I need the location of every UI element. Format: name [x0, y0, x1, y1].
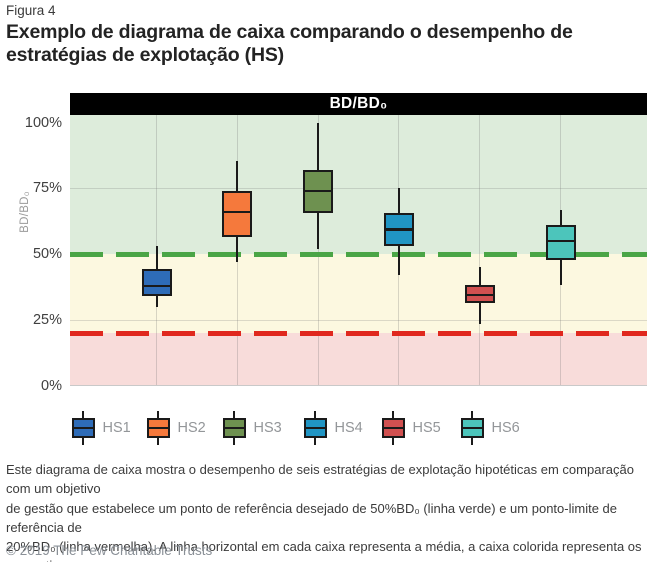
legend-median-line	[460, 426, 484, 430]
boxplot-HS1-box	[141, 268, 172, 297]
boxplot-HS5-box	[464, 284, 495, 304]
legend-item-HS3: HS3	[222, 410, 282, 446]
legend: HS1 HS2 HS3 HS4 HS5 HS6	[0, 410, 650, 450]
legend-item-HS4: HS4	[303, 410, 363, 446]
legend-whisker-bottom	[471, 438, 473, 445]
legend-item-HS1: HS1	[71, 410, 131, 446]
boxplot-HS6-median	[545, 239, 576, 243]
y-axis-label: BD/BD₀	[19, 191, 31, 233]
legend-label-HS5: HS5	[412, 420, 441, 436]
legend-median-line	[146, 426, 170, 430]
chart-title: BD/BD₀	[329, 95, 388, 112]
legend-label-HS3: HS3	[253, 420, 282, 436]
legend-median-line	[381, 426, 405, 430]
boxplot-HS4-median	[383, 228, 414, 231]
y-axis-ticks: 100% 75% 50% 25% 0%	[0, 114, 62, 394]
reference-line-20	[70, 330, 647, 336]
boxplot-HS1-median	[141, 284, 172, 288]
status-zone-2	[70, 333, 647, 385]
boxplot-HS3-median	[303, 189, 334, 193]
figure-label: Figura 4	[6, 3, 56, 18]
caption-text: Este diagrama de caixa mostra o desempen…	[6, 462, 642, 562]
boxplot-HS2-median	[222, 210, 253, 214]
boxplot-icon-HS4	[303, 411, 327, 445]
boxplot-icon-HS5	[381, 411, 405, 445]
y-tick-75%: 75%	[32, 180, 62, 197]
boxplot-HS6-box	[545, 225, 576, 260]
legend-item-HS5: HS5	[381, 410, 441, 446]
legend-label-HS4: HS4	[334, 420, 363, 436]
legend-label-HS1: HS1	[102, 420, 131, 436]
legend-whisker-bottom	[233, 438, 235, 445]
plot-area	[70, 115, 647, 386]
legend-item-HS6: HS6	[460, 410, 520, 446]
legend-whisker-top	[471, 411, 473, 418]
vertical-gridline-HS5	[479, 115, 481, 385]
horizontal-gridline-75	[70, 188, 647, 190]
legend-whisker-top	[314, 411, 316, 418]
boxplot-icon-HS2	[146, 411, 170, 445]
copyright-text: © 2019 The Pew Charitable Trusts	[6, 543, 213, 558]
legend-item-HS2: HS2	[146, 410, 206, 446]
horizontal-gridline-25	[70, 320, 647, 322]
boxplot-HS5-median	[464, 293, 495, 297]
legend-label-HS6: HS6	[491, 420, 520, 436]
boxplot-chart: BD/BD₀ 100% 75% 50% 25% 0% BD/BD₀	[0, 93, 650, 394]
legend-whisker-bottom	[392, 438, 394, 445]
legend-whisker-top	[82, 411, 84, 418]
y-tick-0%: 0%	[41, 378, 62, 394]
y-tick-100%: 100%	[24, 114, 62, 131]
boxplot-HS2-box	[222, 191, 253, 238]
legend-whisker-bottom	[82, 438, 84, 445]
legend-whisker-top	[157, 411, 159, 418]
boxplot-icon-HS1	[71, 411, 95, 445]
legend-whisker-top	[233, 411, 235, 418]
legend-label-HS2: HS2	[177, 420, 206, 436]
reference-line-50	[70, 251, 647, 257]
vertical-gridline-HS3	[317, 115, 319, 385]
y-tick-25%: 25%	[32, 312, 62, 329]
boxplot-icon-HS6	[460, 411, 484, 445]
legend-median-line	[222, 426, 246, 430]
legend-whisker-bottom	[314, 438, 316, 445]
page-title: Exemplo de diagrama de caixa comparando …	[6, 21, 573, 66]
legend-median-line	[303, 426, 327, 430]
y-tick-50%: 50%	[32, 246, 62, 263]
legend-median-line	[71, 426, 95, 430]
legend-whisker-bottom	[157, 438, 159, 445]
boxplot-icon-HS3	[222, 411, 246, 445]
legend-whisker-top	[392, 411, 394, 418]
chart-title-bar: BD/BD₀	[70, 93, 647, 115]
